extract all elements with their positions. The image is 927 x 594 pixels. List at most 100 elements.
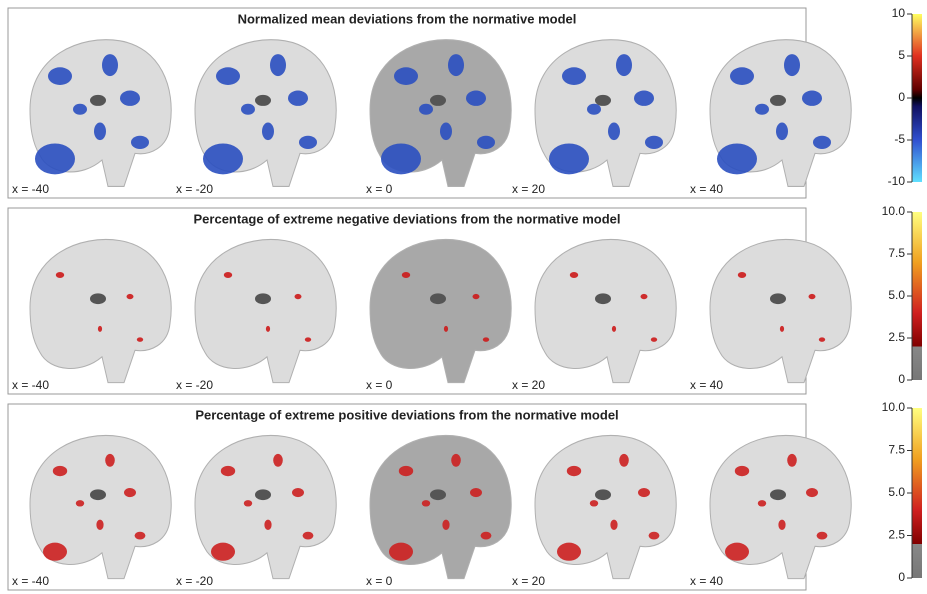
brain-slice xyxy=(709,239,852,384)
activation-blob xyxy=(566,465,582,477)
brain-shape xyxy=(369,239,512,384)
brain-slice xyxy=(709,435,852,580)
activation-blob xyxy=(737,272,747,279)
slice-label: x = -20 xyxy=(176,378,213,392)
panel-title: Percentage of extreme negative deviation… xyxy=(194,211,621,226)
ventricle xyxy=(90,489,106,501)
slice-label: x = 40 xyxy=(690,378,723,392)
colorbar-tick-label: 7.5 xyxy=(888,443,905,457)
activation-blob xyxy=(96,519,104,530)
slice-label: x = 0 xyxy=(366,182,393,196)
panel-title: Normalized mean deviations from the norm… xyxy=(238,11,577,26)
colorbar-tick-label: 10 xyxy=(892,6,906,20)
activation-blob xyxy=(223,272,233,279)
activation-blob xyxy=(120,90,140,106)
activation-blob xyxy=(808,293,816,300)
ventricle xyxy=(770,94,786,106)
brain-slice xyxy=(369,239,512,384)
activation-blob xyxy=(264,519,272,530)
activation-blob xyxy=(569,272,579,279)
activation-blob xyxy=(243,500,253,507)
colorbar-tick-label: -5 xyxy=(894,132,905,146)
colorbar-tick-label: -10 xyxy=(888,174,906,188)
colorbar xyxy=(912,212,922,380)
activation-blob xyxy=(75,500,85,507)
brain-slice xyxy=(534,39,677,188)
activation-blob xyxy=(610,519,618,530)
colorbar-tick-label: 5.0 xyxy=(888,288,905,302)
ventricle xyxy=(255,489,271,501)
activation-blob xyxy=(440,122,452,141)
activation-blob xyxy=(262,122,274,141)
brain-shape xyxy=(534,239,677,384)
activation-blob xyxy=(802,90,822,106)
activation-blob xyxy=(398,465,414,477)
activation-blob xyxy=(778,519,786,530)
activation-blob xyxy=(419,103,433,115)
activation-blob xyxy=(401,272,411,279)
ventricle xyxy=(255,94,271,106)
activation-blob xyxy=(220,465,236,477)
activation-blob xyxy=(304,337,312,342)
brain-slice xyxy=(369,39,512,188)
activation-blob xyxy=(273,453,283,467)
slice-label: x = -40 xyxy=(12,182,49,196)
activation-blob xyxy=(73,103,87,115)
ventricle xyxy=(770,293,786,305)
activation-blob xyxy=(562,67,586,85)
activation-blob xyxy=(48,67,72,85)
brain-slice xyxy=(534,239,677,384)
activation-blob xyxy=(126,293,134,300)
brain-slice xyxy=(29,239,172,384)
colorbar-tick-label: 5 xyxy=(898,48,905,62)
activation-blob xyxy=(611,325,617,332)
activation-blob xyxy=(645,135,663,149)
slice-label: x = 40 xyxy=(690,574,723,588)
activation-blob xyxy=(265,325,271,332)
slice-label: x = 20 xyxy=(512,378,545,392)
brain-shape xyxy=(534,435,677,580)
activation-blob xyxy=(818,337,826,342)
brain-shape xyxy=(194,239,337,384)
activation-blob xyxy=(94,122,106,141)
slice-label: x = 0 xyxy=(366,574,393,588)
activation-blob xyxy=(394,67,418,85)
activation-blob xyxy=(650,337,658,342)
activation-blob xyxy=(288,90,308,106)
activation-blob xyxy=(787,453,797,467)
activation-blob xyxy=(35,143,75,175)
activation-blob xyxy=(389,542,413,561)
ventricle xyxy=(595,293,611,305)
activation-blob xyxy=(52,465,68,477)
activation-blob xyxy=(451,453,461,467)
activation-blob xyxy=(480,531,492,540)
activation-blob xyxy=(477,135,495,149)
activation-blob xyxy=(55,272,65,279)
panel-title: Percentage of extreme positive deviation… xyxy=(195,407,618,422)
activation-blob xyxy=(549,143,589,175)
activation-blob xyxy=(725,542,749,561)
activation-blob xyxy=(241,103,255,115)
brain-slice xyxy=(534,435,677,580)
activation-blob xyxy=(466,90,486,106)
slice-label: x = -40 xyxy=(12,378,49,392)
colorbar-tick-label: 0 xyxy=(898,90,905,104)
slice-label: x = 20 xyxy=(512,182,545,196)
activation-blob xyxy=(806,488,818,498)
ventricle xyxy=(255,293,271,305)
slice-label: x = 20 xyxy=(512,574,545,588)
brain-slice xyxy=(194,435,337,580)
activation-blob xyxy=(482,337,490,342)
activation-blob xyxy=(443,325,449,332)
activation-blob xyxy=(640,293,648,300)
activation-blob xyxy=(776,122,788,141)
activation-blob xyxy=(779,325,785,332)
activation-blob xyxy=(816,531,828,540)
activation-blob xyxy=(813,135,831,149)
ventricle xyxy=(430,94,446,106)
activation-blob xyxy=(381,143,421,175)
activation-blob xyxy=(136,337,144,342)
activation-blob xyxy=(97,325,103,332)
